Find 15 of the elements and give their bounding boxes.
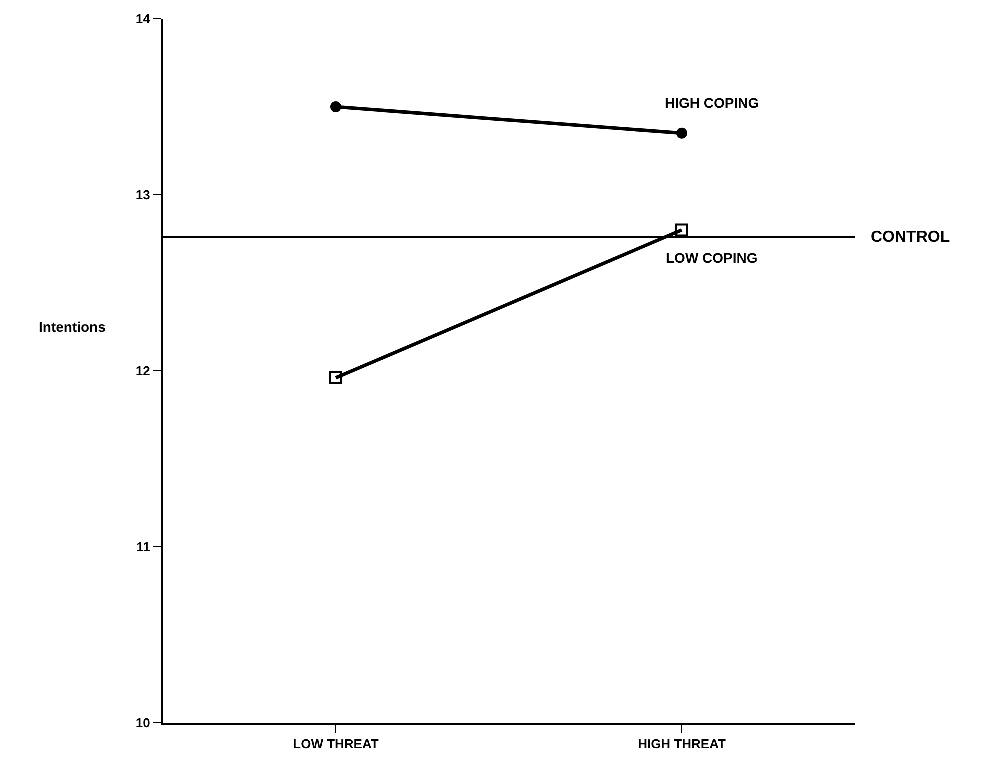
point bbox=[676, 224, 688, 237]
y-tick-label: 10 bbox=[136, 716, 150, 731]
series-label: LOW COPING bbox=[666, 250, 758, 266]
y-tick-label: 13 bbox=[136, 188, 150, 203]
y-tick-label: 12 bbox=[136, 364, 150, 379]
y-axis-title: Intentions bbox=[39, 319, 106, 335]
point bbox=[330, 102, 342, 112]
x-tick-label: HIGH THREAT bbox=[638, 736, 726, 752]
ref-line-label: CONTROL bbox=[871, 229, 950, 246]
x-tick-label: LOW THREAT bbox=[293, 736, 379, 752]
y-tick-label: 11 bbox=[136, 540, 150, 555]
point bbox=[676, 128, 688, 139]
point bbox=[330, 372, 342, 385]
y-tick-label: 14 bbox=[136, 12, 152, 27]
series-label: HIGH COPING bbox=[665, 95, 760, 111]
